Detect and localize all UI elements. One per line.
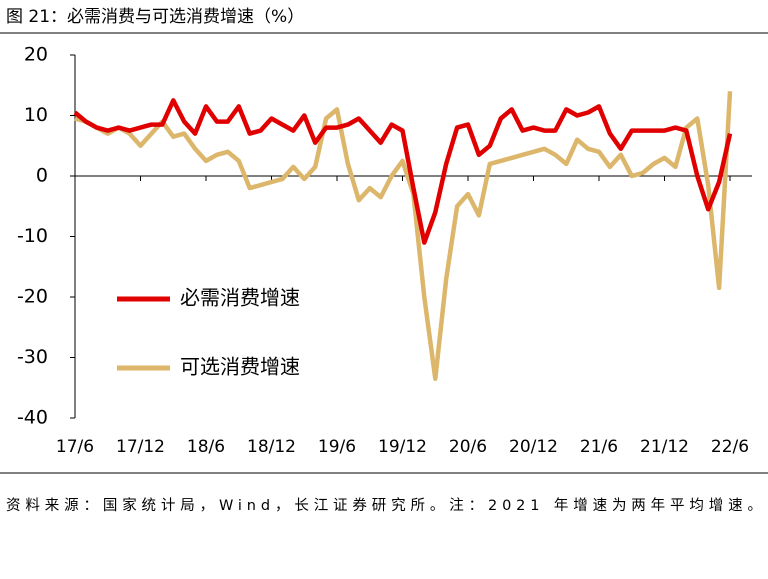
x-tick-label: 18/6 xyxy=(187,437,225,457)
source: 资料来源：国家统计局，Wind，长江证券研究所。注：2021 年增速为两年平均增… xyxy=(6,497,762,514)
x-tick-label: 17/12 xyxy=(116,437,165,457)
x-tick-label: 20/6 xyxy=(449,437,487,457)
chart-title: 图 21：必需消费与可选消费增速（%） xyxy=(6,7,304,27)
y-tick-label: -10 xyxy=(17,225,48,247)
y-tick-label: -30 xyxy=(17,346,48,368)
x-tick-label: 18/12 xyxy=(247,437,296,457)
x-tick-label: 21/12 xyxy=(640,437,689,457)
y-tick-label: 10 xyxy=(24,104,48,126)
x-tick-label: 21/6 xyxy=(580,437,618,457)
x-tick-label: 20/12 xyxy=(509,437,558,457)
x-tick-label: 22/6 xyxy=(711,437,749,457)
series-line xyxy=(74,91,733,381)
y-tick-label: -20 xyxy=(17,286,48,308)
x-tick-label: 19/6 xyxy=(318,437,356,457)
legend-label: 可选消费增速 xyxy=(180,355,300,379)
x-tick-label: 19/12 xyxy=(378,437,427,457)
legend-label: 必需消费增速 xyxy=(180,286,300,310)
y-tick-label: -40 xyxy=(17,407,48,429)
series-line xyxy=(73,98,733,245)
y-tick-label: 20 xyxy=(24,44,48,66)
x-tick-label: 17/6 xyxy=(56,437,94,457)
y-tick-label: 0 xyxy=(36,165,48,187)
